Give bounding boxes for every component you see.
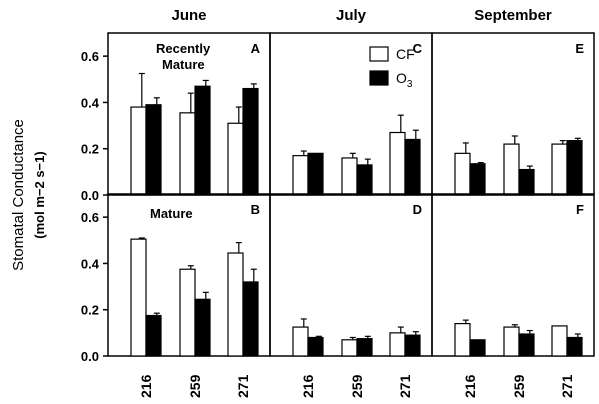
bar-o3	[307, 336, 324, 357]
legend-swatch-cf	[369, 46, 389, 62]
y-axis-units: (mol m−2 s−1)	[32, 151, 47, 238]
bar-cf	[341, 339, 358, 357]
bar-cf	[179, 112, 196, 196]
bar-cf	[227, 252, 244, 357]
column-title-july: July	[336, 7, 367, 24]
panel-letter: A	[251, 41, 261, 56]
panel-D: D	[269, 193, 433, 357]
bar-cf	[130, 106, 147, 196]
legend-label-o3: O3	[396, 70, 413, 90]
bar-o3	[469, 339, 486, 357]
column-title-september: September	[474, 7, 552, 24]
bar-o3	[566, 140, 583, 196]
y-tick-label: 0.6	[81, 49, 99, 64]
bar-cf	[503, 326, 520, 357]
panel-letter: C	[413, 41, 423, 56]
bar-cf	[179, 268, 196, 357]
panel-annotation: Recently	[156, 41, 211, 56]
panel-B: B Mature 0.0 0.2 0.4 0.6	[81, 193, 271, 364]
y-tick-label: 0.4	[81, 256, 100, 271]
bar-o3	[242, 281, 259, 357]
y-tick-label: 0.6	[81, 210, 99, 225]
bar-cf	[503, 143, 520, 196]
legend-swatch-o3	[369, 70, 389, 86]
panel-letter: D	[413, 202, 422, 217]
bar-cf	[130, 238, 147, 357]
bar-o3	[469, 163, 486, 196]
bar-o3	[307, 152, 324, 196]
bar-o3	[145, 314, 162, 357]
bar-o3	[404, 138, 421, 196]
x-category-label: 271	[397, 374, 413, 398]
bar-cf	[551, 143, 568, 196]
panel-C: C	[269, 32, 433, 196]
x-category-label: 259	[511, 374, 527, 398]
bar-o3	[242, 87, 259, 196]
column-title-june: June	[171, 7, 206, 24]
plot-area: June July SeptemberARecentlyMature0.00.20.…	[81, 7, 595, 398]
bar-cf	[292, 326, 309, 357]
panel-annotation: Mature	[150, 206, 193, 221]
bar-o3	[145, 104, 162, 196]
bar-o3	[194, 85, 211, 196]
x-category-label: 271	[559, 374, 575, 398]
bar-o3	[518, 168, 535, 196]
y-tick-label: 0.4	[81, 95, 100, 110]
bar-o3	[518, 333, 535, 357]
bar-cf	[454, 323, 471, 357]
x-category-label: 259	[349, 374, 365, 398]
bar-o3	[566, 336, 583, 357]
bar-cf	[292, 155, 309, 196]
panel-E: E	[431, 32, 595, 196]
y-axis-label-group: Stomatal Conductance (mol m−2 s−1)	[10, 119, 47, 271]
y-tick-label: 0.0	[81, 188, 99, 203]
panel-F: F	[431, 193, 595, 357]
bar-cf	[341, 157, 358, 196]
y-tick-label: 0.0	[81, 349, 99, 364]
legend-label-cf: CF	[396, 46, 415, 62]
bar-cf	[389, 332, 406, 357]
y-tick-label: 0.2	[81, 142, 99, 157]
x-category-label: 216	[138, 374, 154, 398]
bar-o3	[356, 164, 373, 196]
bar-o3	[356, 338, 373, 357]
panel-letter: E	[575, 41, 584, 56]
panel-letter: F	[576, 202, 584, 217]
bar-o3	[404, 334, 421, 357]
bar-cf	[454, 152, 471, 196]
x-category-label: 259	[187, 374, 203, 398]
bar-cf	[551, 325, 568, 357]
legend: CF O3	[369, 46, 415, 90]
panel-letter: B	[251, 202, 260, 217]
panel-annotation: Mature	[162, 57, 205, 72]
bar-o3	[194, 298, 211, 357]
x-category-label: 216	[300, 374, 316, 398]
x-category-label: 216	[462, 374, 478, 398]
y-tick-label: 0.2	[81, 303, 99, 318]
x-category-label: 271	[235, 374, 251, 398]
bar-cf	[389, 131, 406, 196]
bar-cf	[227, 122, 244, 196]
y-axis-label: Stomatal Conductance	[10, 119, 27, 271]
